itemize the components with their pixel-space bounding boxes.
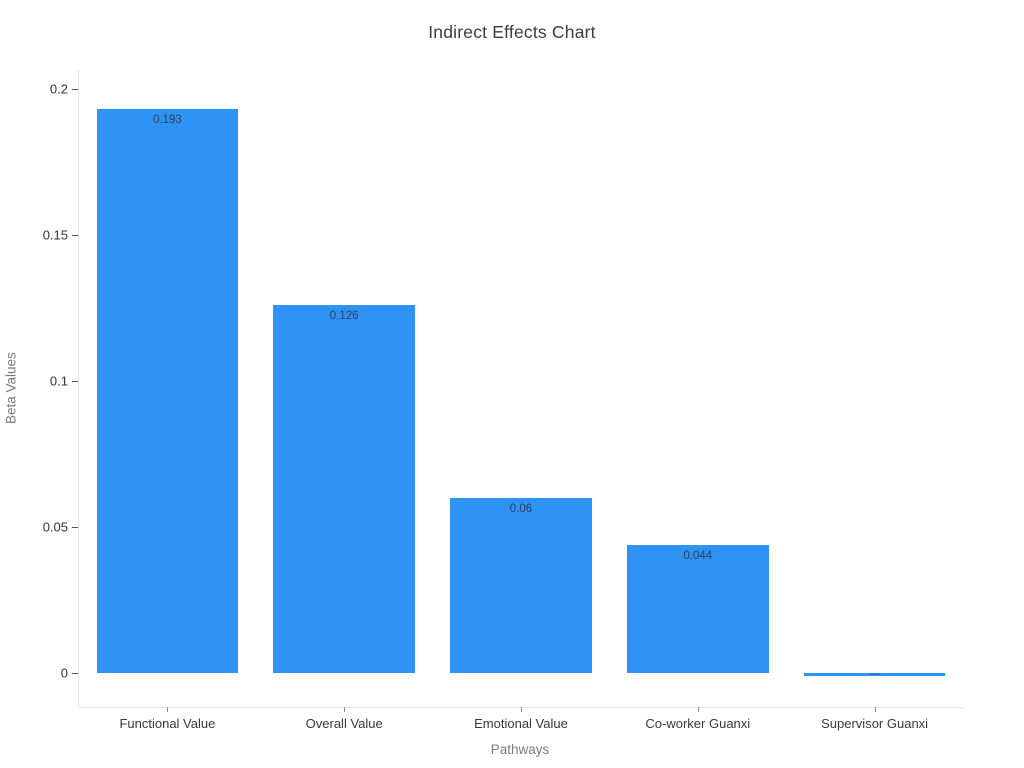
x-axis-category-label: Supervisor Guanxi xyxy=(821,716,929,731)
x-axis-category-label: Functional Value xyxy=(119,716,216,731)
x-axis-tick-mark xyxy=(167,707,169,712)
bar-value-label: 0.126 xyxy=(329,310,359,323)
y-axis-tick-mark xyxy=(72,381,78,383)
bar-value-label: 0.193 xyxy=(153,114,182,127)
y-axis-title: Beta Values xyxy=(3,352,19,425)
y-axis-tick-mark xyxy=(72,88,78,90)
plot-area: 0 0.05 0.1 0.15 0.2 0.193 Functional Value 0.12… xyxy=(43,70,963,731)
y-axis-tick-label: 0.1 xyxy=(49,373,68,389)
bar-value-label: 0.044 xyxy=(683,549,713,562)
x-axis-tick-mark xyxy=(697,707,699,712)
bar-value-label: -0.001 xyxy=(868,673,881,677)
x-axis-category-label: Emotional Value xyxy=(474,716,568,731)
y-axis-tick-label: 0 xyxy=(60,665,68,681)
x-axis-tick-mark xyxy=(344,707,346,712)
x-axis-title: Pathways xyxy=(490,742,550,757)
y-axis-tick-label: 0.05 xyxy=(42,519,68,535)
y-axis-tick-mark xyxy=(72,235,78,237)
y-axis-tick-label: 0.2 xyxy=(49,81,68,97)
chart-title: Indirect Effects Chart xyxy=(428,22,596,42)
bar-value-label: 0.06 xyxy=(509,502,533,515)
bar-emotional-value[interactable]: 0.06 xyxy=(450,497,592,674)
x-axis-tick-mark xyxy=(521,707,522,712)
y-axis-tick-mark xyxy=(72,527,78,529)
bar-supervisor-guanxi[interactable]: -0.001 xyxy=(803,673,946,677)
x-axis-category-label: Overall Value xyxy=(305,716,383,731)
bar-overall-value[interactable]: 0.126 xyxy=(273,305,415,674)
bar-functional-value[interactable]: 0.193 xyxy=(96,109,239,674)
y-axis-tick-mark xyxy=(72,673,78,675)
x-axis-category-label: Co-worker Guanxi xyxy=(645,716,751,731)
x-axis-tick-mark xyxy=(874,707,876,712)
y-axis-tick-label: 0.15 xyxy=(42,227,68,243)
bar-co-worker-guanxi[interactable]: 0.044 xyxy=(627,544,769,674)
